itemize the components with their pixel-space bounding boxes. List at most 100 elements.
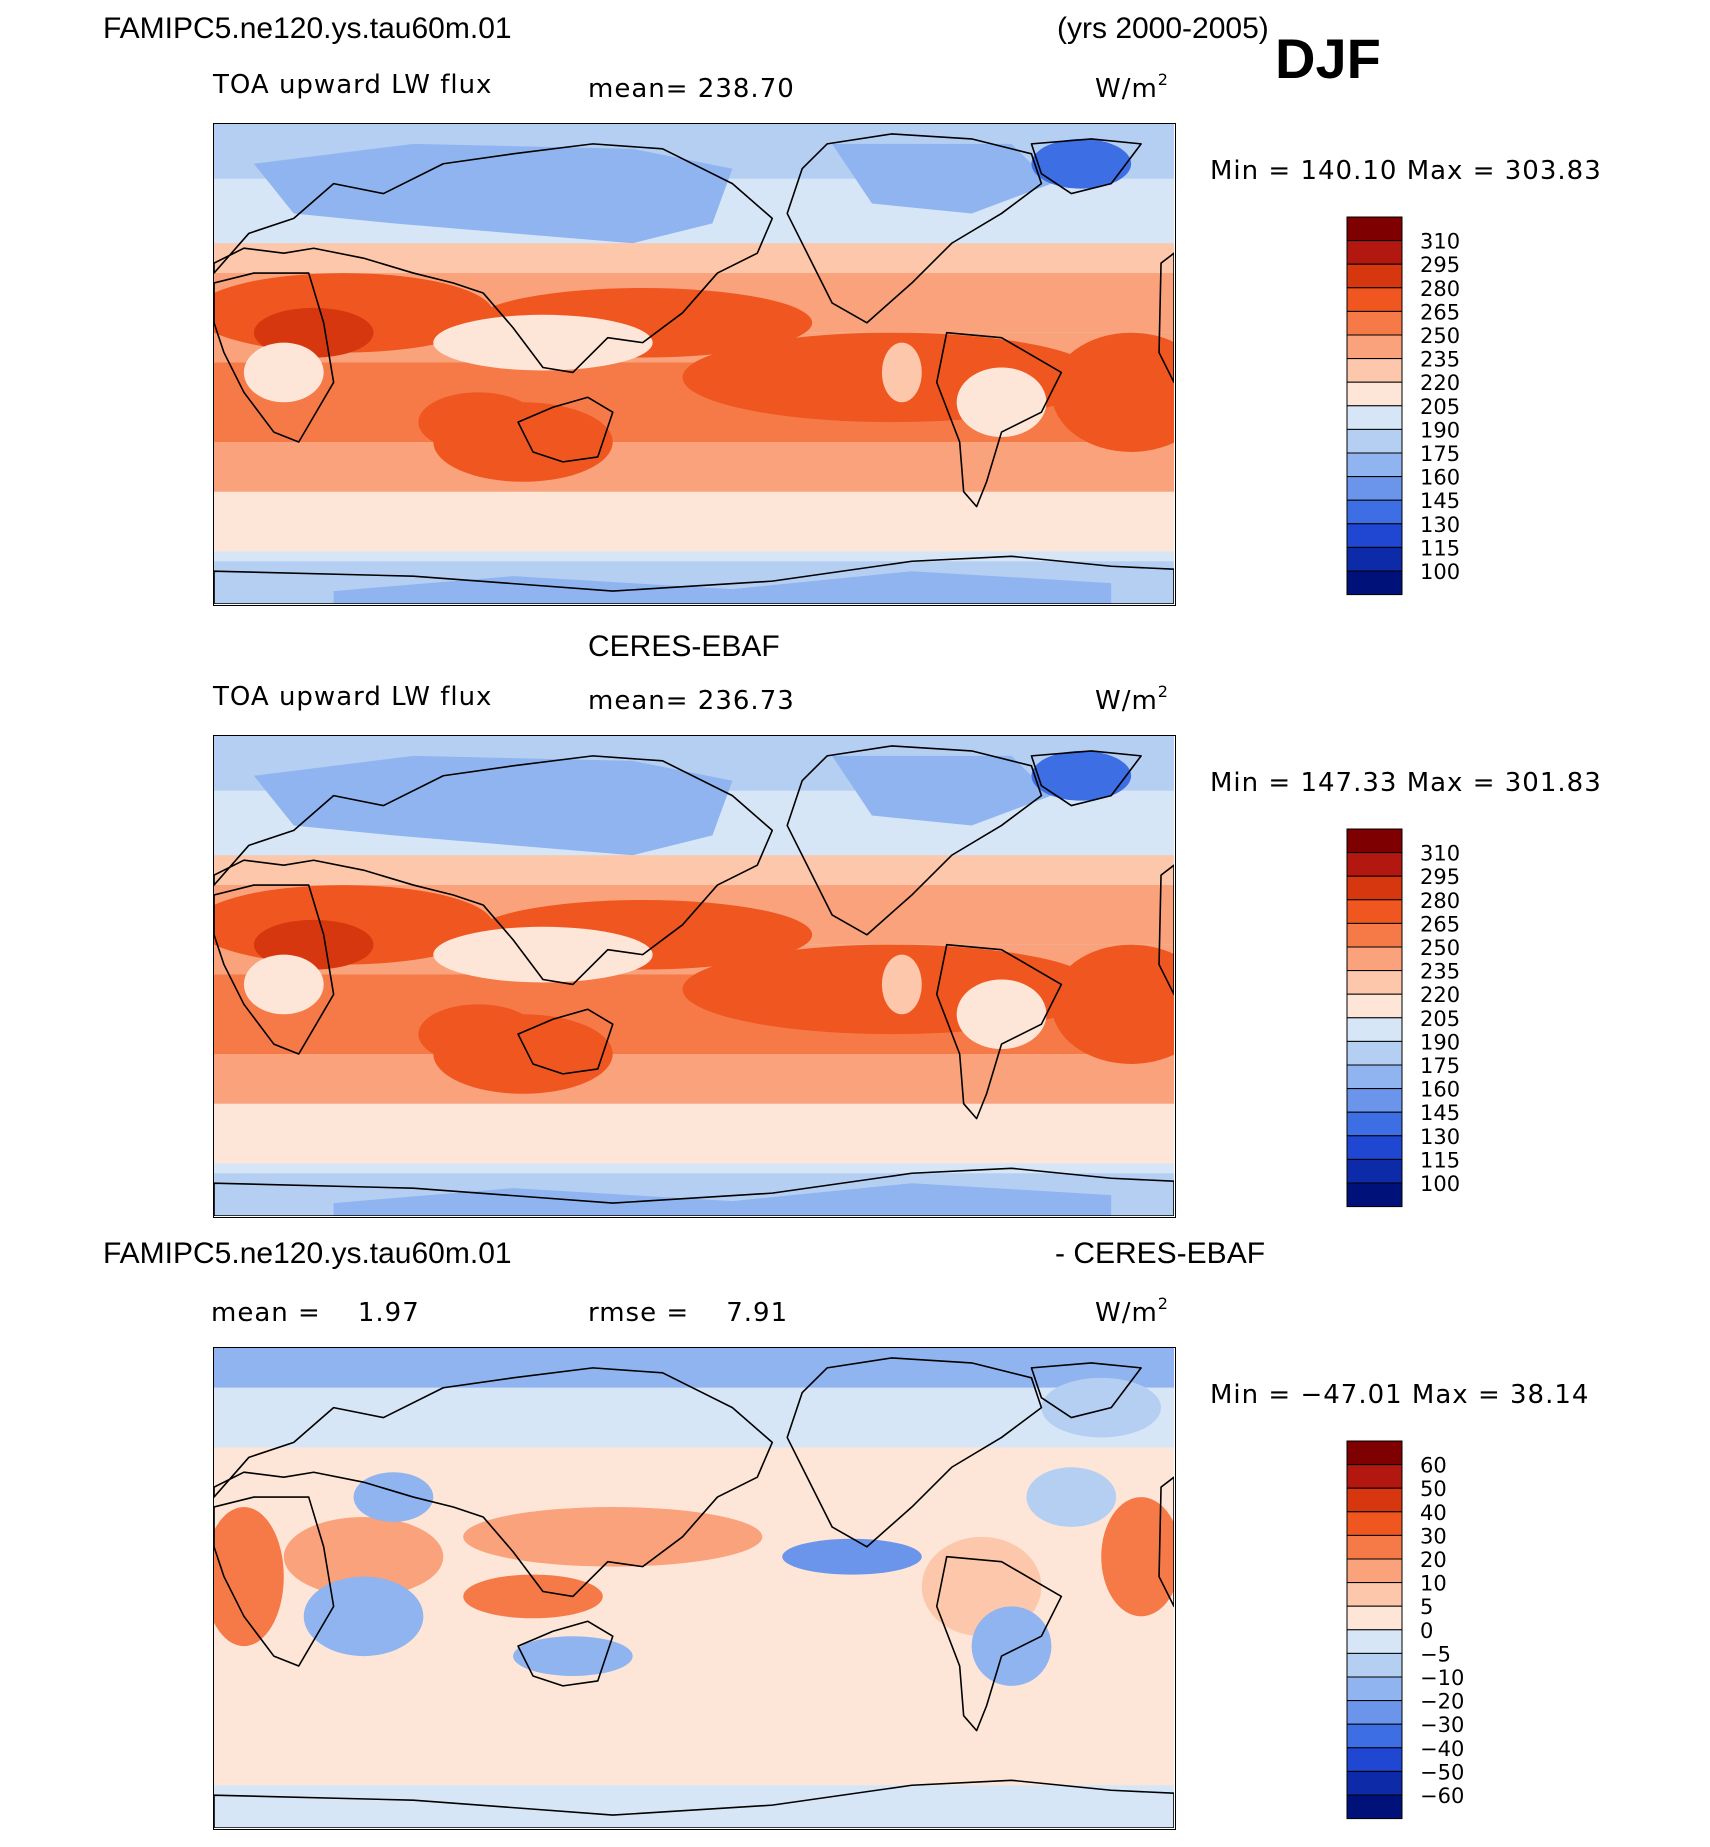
colorbar-swatch (1346, 1182, 1403, 1208)
season-label: DJF (1275, 27, 1381, 90)
panel3-units: W/m2 (1095, 1294, 1169, 1328)
colorbar-tick-label: 130 (1420, 1125, 1460, 1149)
panel2-var-label: TOA upward LW flux (213, 682, 493, 712)
colorbar-swatch (1346, 899, 1403, 924)
colorbar-swatch (1346, 828, 1403, 854)
colorbar-tick-label: 310 (1420, 842, 1460, 866)
colorbar-tick-label: 265 (1420, 912, 1460, 936)
colorbar-swatch (1346, 428, 1403, 454)
colorbar-tick-label: 100 (1420, 560, 1460, 584)
colorbar-tick-label: 160 (1420, 1078, 1460, 1102)
colorbar-tick-label: 160 (1420, 466, 1460, 490)
panel3-rmse-value: 7.91 (726, 1298, 789, 1328)
colorbar-tick-label: 295 (1420, 253, 1460, 277)
panel2-map (213, 735, 1176, 1218)
colorbar-tick-label: 310 (1420, 230, 1460, 254)
panel1-var-label: TOA upward LW flux (213, 70, 493, 100)
colorbar-swatch (1346, 405, 1403, 430)
coastline (214, 272, 335, 443)
colorbar-tick-label: 40 (1420, 1501, 1447, 1525)
panel3-title-left: FAMIPC5.ne120.ys.tau60m.01 (103, 1237, 512, 1270)
coastline (1158, 1476, 1174, 1608)
coastline (214, 1367, 774, 1598)
colorbar-swatch (1346, 1794, 1403, 1820)
panel1-mean-value: 238.70 (697, 74, 795, 104)
colorbar-swatch (1346, 1534, 1403, 1560)
panel3-mean-value: 1.97 (357, 1298, 420, 1328)
panel2-mean-value: 236.73 (697, 686, 795, 716)
colorbar-swatch (1346, 358, 1403, 383)
colorbar-swatch (1346, 1558, 1403, 1584)
colorbar-swatch (1346, 452, 1403, 478)
coastline (1158, 252, 1174, 384)
panel3-minmax: Min = −47.01 Max = 38.14 (1210, 1380, 1590, 1410)
panel2-minmax: Min = 147.33 Max = 301.83 (1210, 768, 1602, 798)
colorbar-swatch (1346, 922, 1403, 948)
panel2-colorbar: 3102952802652502352202051901751601451301… (1346, 828, 1460, 1208)
panel3-rmse: rmse = 7.91 (588, 1298, 788, 1328)
colorbar-swatch (1346, 334, 1403, 360)
colorbar-swatch (1346, 1605, 1403, 1631)
colorbar-tick-label: 175 (1420, 1054, 1460, 1078)
colorbar-tick-label: 265 (1420, 300, 1460, 324)
coastline (214, 1167, 1174, 1216)
colorbar-swatch (1346, 852, 1403, 877)
colorbar-swatch (1346, 946, 1403, 972)
panel3-units-sup: 2 (1157, 1294, 1169, 1313)
colorbar-tick-label: 115 (1420, 536, 1460, 560)
panel3-mean-label: mean = (211, 1298, 321, 1328)
panel1-colorbar: 3102952802652502352202051901751601451301… (1346, 216, 1460, 596)
colorbar-tick-label: 280 (1420, 889, 1460, 913)
colorbar-swatch (1346, 476, 1403, 501)
colorbar-swatch (1346, 1040, 1403, 1066)
years-label: (yrs 2000-2005) (1057, 12, 1269, 45)
panel3-rmse-label: rmse = (588, 1298, 690, 1328)
coastline (517, 1620, 614, 1687)
colorbar-swatch (1346, 1064, 1403, 1090)
colorbar-swatch (1346, 1582, 1403, 1607)
panel2-mean-label: mean= (588, 686, 689, 716)
panel1-units-sup: 2 (1157, 70, 1169, 89)
colorbar-tick-label: −20 (1420, 1690, 1464, 1714)
coastline (214, 884, 335, 1055)
colorbar-tick-label: 235 (1420, 348, 1460, 372)
colorbar-swatch (1346, 310, 1403, 336)
panel2-units-sup: 2 (1157, 682, 1169, 701)
colorbar-tick-label: 145 (1420, 1101, 1460, 1125)
colorbar-tick-label: −5 (1420, 1642, 1451, 1666)
colorbar-tick-label: 250 (1420, 324, 1460, 348)
colorbar-tick-label: −60 (1420, 1784, 1464, 1808)
colorbar-swatch (1346, 1747, 1403, 1772)
colorbar-swatch (1346, 1723, 1403, 1749)
colorbar-swatch (1346, 1629, 1403, 1654)
coastline (1030, 138, 1142, 195)
coastline (214, 1496, 335, 1667)
colorbar-swatch (1346, 1652, 1403, 1678)
panel1-mean: mean= 238.70 (588, 74, 795, 104)
panel3-title-right: - CERES-EBAF (1055, 1237, 1266, 1270)
colorbar-swatch (1346, 287, 1403, 312)
coastline (517, 396, 614, 463)
colorbar-tick-label: −30 (1420, 1713, 1464, 1737)
colorbar-tick-label: 5 (1420, 1595, 1433, 1619)
colorbar-tick-label: 295 (1420, 865, 1460, 889)
coastline (1030, 750, 1142, 807)
colorbar-swatch (1346, 546, 1403, 572)
coastline (214, 555, 1174, 604)
coastline (935, 331, 1063, 508)
coastline (214, 755, 774, 986)
colorbar-tick-label: 0 (1420, 1619, 1433, 1643)
colorbar-tick-label: 205 (1420, 1007, 1460, 1031)
colorbar-swatch (1346, 570, 1403, 596)
colorbar-tick-label: −10 (1420, 1666, 1464, 1690)
coastline (214, 1779, 1174, 1828)
coastline (786, 133, 1043, 324)
colorbar-swatch (1346, 499, 1403, 525)
colorbar-tick-label: 205 (1420, 395, 1460, 419)
coastline (1158, 864, 1174, 996)
colorbar-swatch (1346, 1464, 1403, 1489)
colorbar-swatch (1346, 216, 1403, 242)
colorbar-swatch (1346, 523, 1403, 548)
colorbar-swatch (1346, 240, 1403, 265)
